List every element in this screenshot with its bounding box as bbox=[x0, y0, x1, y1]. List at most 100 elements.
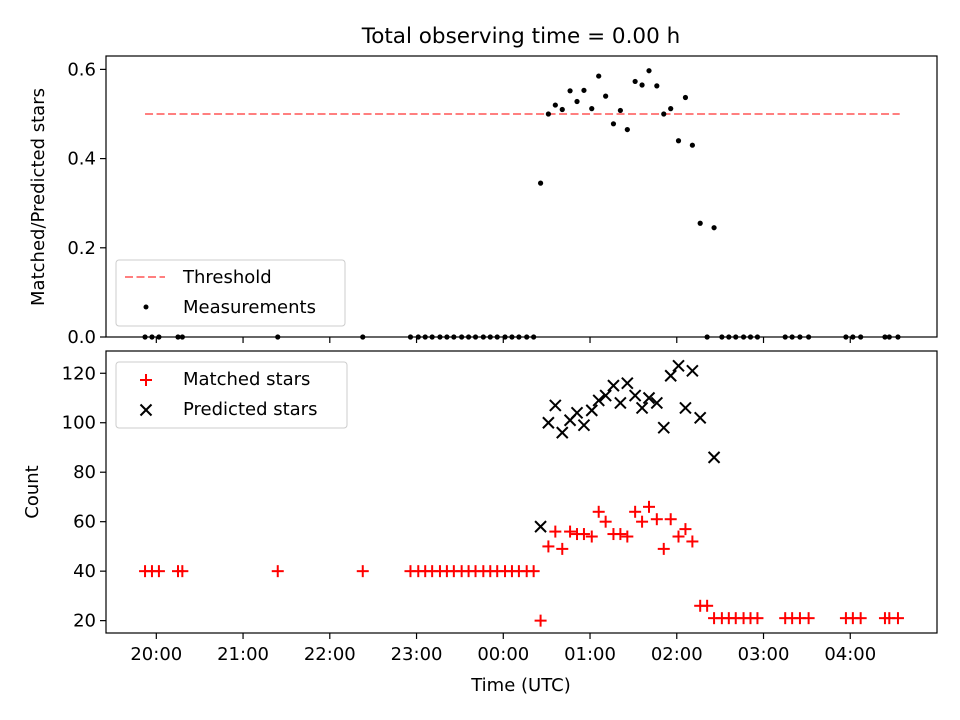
measurement-point bbox=[451, 334, 457, 340]
matched-star-point bbox=[577, 528, 590, 541]
legend-predicted-label: Predicted stars bbox=[183, 399, 317, 420]
measurement-point bbox=[545, 111, 551, 117]
measurement-point bbox=[754, 334, 761, 340]
measurement-point bbox=[617, 107, 623, 114]
legend-predicted-marker bbox=[139, 403, 153, 417]
matched-star-point bbox=[271, 565, 284, 578]
predicted-star-point bbox=[607, 379, 620, 392]
measurement-point bbox=[429, 334, 435, 340]
legend-predicted-swatch bbox=[139, 403, 153, 417]
xtick-label: 21:00 bbox=[217, 644, 269, 665]
measurement-point bbox=[639, 82, 645, 88]
matched-star-point bbox=[751, 612, 764, 625]
measurement-point bbox=[886, 334, 892, 340]
bottom-axes-frame bbox=[105, 350, 938, 634]
predicted-star-point bbox=[679, 401, 692, 415]
measurement-point bbox=[422, 334, 428, 340]
xtick-label: 20:00 bbox=[130, 644, 182, 665]
matched-star-point bbox=[854, 612, 867, 625]
xtick-label: 23:00 bbox=[391, 644, 443, 665]
measurement-point bbox=[782, 334, 788, 340]
measurement-point bbox=[415, 334, 421, 340]
measurement-point bbox=[480, 334, 486, 340]
bottom-ytick-label: 40 bbox=[73, 561, 96, 582]
measurement-point bbox=[704, 334, 710, 340]
measurement-point bbox=[624, 126, 630, 133]
top-legend-box bbox=[115, 259, 346, 327]
xtick-label: 02:00 bbox=[651, 644, 703, 665]
measurement-point bbox=[437, 334, 443, 340]
measurement-point bbox=[531, 334, 537, 340]
top-ytick-label: 0.4 bbox=[67, 149, 96, 170]
matched-star-point bbox=[636, 515, 649, 528]
bottom-ytick-label: 20 bbox=[73, 611, 96, 632]
matched-star-point bbox=[657, 542, 670, 555]
measurement-point bbox=[407, 334, 414, 340]
measurement-point bbox=[149, 334, 155, 340]
measurement-point bbox=[733, 334, 739, 340]
measurement-point bbox=[661, 111, 667, 117]
matched-star-point bbox=[629, 505, 642, 518]
xtick-label: 03:00 bbox=[738, 644, 790, 665]
predicted-star-point bbox=[635, 401, 649, 415]
measurement-point bbox=[574, 98, 580, 105]
predicted-star-point bbox=[592, 394, 605, 407]
matched-star-point bbox=[585, 530, 598, 543]
measurement-point bbox=[682, 94, 689, 101]
top-ytick-label: 0.0 bbox=[67, 327, 96, 348]
measurement-point bbox=[559, 106, 565, 113]
measurement-points bbox=[142, 68, 901, 340]
matched-star-point bbox=[599, 515, 612, 528]
predicted-star-point bbox=[542, 416, 555, 429]
measurement-point bbox=[444, 334, 450, 340]
measurement-point bbox=[697, 220, 703, 226]
top-y-ticks: 0.0 0.2 0.4 0.6 bbox=[67, 59, 106, 348]
bottom-legend: Matched stars Predicted stars bbox=[115, 361, 348, 429]
bottom-ytick-label: 60 bbox=[73, 512, 96, 533]
measurement-point bbox=[668, 106, 674, 112]
matched-star-point bbox=[614, 528, 627, 541]
matched-star-point bbox=[701, 599, 714, 612]
top-legend: Threshold Measurements bbox=[115, 259, 346, 327]
matched-star-point bbox=[542, 540, 555, 553]
measurement-point bbox=[502, 334, 508, 340]
top-x-ticks bbox=[155, 337, 851, 343]
predicted-star-point bbox=[628, 389, 642, 402]
measurement-point bbox=[156, 334, 162, 340]
bottom-y-ticks: 20 40 60 80 100 120 bbox=[62, 363, 106, 632]
count-points bbox=[139, 359, 904, 627]
measurement-point bbox=[360, 334, 366, 340]
legend-matched-swatch bbox=[140, 374, 152, 386]
predicted-star-point bbox=[642, 391, 656, 405]
measurement-point bbox=[740, 334, 747, 340]
matched-star-point bbox=[672, 530, 685, 543]
top-axes-frame bbox=[105, 55, 938, 338]
legend-measurements-label: Measurements bbox=[183, 297, 316, 318]
legend-matched-marker bbox=[140, 374, 152, 386]
measurement-point bbox=[632, 78, 638, 85]
predicted-star-point bbox=[614, 396, 627, 410]
measurement-point bbox=[537, 180, 544, 186]
xtick-label: 22:00 bbox=[304, 644, 356, 665]
predicted-star-point bbox=[570, 406, 584, 420]
matched-star-point bbox=[534, 614, 547, 627]
measurement-point bbox=[472, 334, 479, 340]
measurement-point bbox=[789, 334, 795, 340]
xtick-label: 00:00 bbox=[477, 644, 529, 665]
measurement-point bbox=[747, 334, 754, 340]
matched-star-point bbox=[152, 565, 165, 578]
predicted-star-point bbox=[686, 364, 699, 377]
measurement-point bbox=[581, 87, 587, 93]
measurement-point bbox=[726, 334, 732, 340]
measurement-point bbox=[509, 334, 515, 340]
predicted-star-point bbox=[693, 411, 707, 424]
legend-matched-label: Matched stars bbox=[183, 369, 310, 390]
measurement-point bbox=[654, 83, 660, 89]
measurement-point bbox=[175, 334, 181, 340]
measurement-point bbox=[806, 334, 812, 340]
matched-star-point bbox=[643, 500, 656, 513]
measurement-point bbox=[487, 334, 493, 340]
predicted-star-point bbox=[599, 389, 612, 402]
xtick-label: 01:00 bbox=[564, 644, 616, 665]
